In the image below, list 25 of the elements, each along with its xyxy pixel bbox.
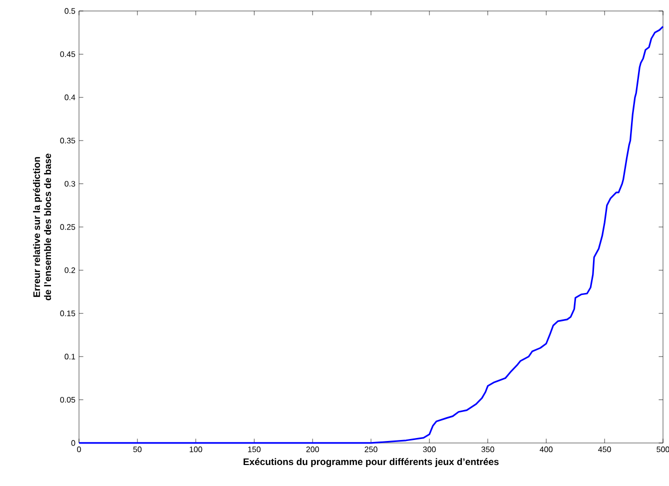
y-tick-label: 0.4 (64, 94, 76, 100)
y-tick-label: 0.25 (60, 224, 76, 230)
x-tick-label: 100 (190, 446, 202, 452)
x-axis-title: Exécutions du programme pour différents jeux d’entrées (244, 458, 499, 468)
x-tick-label: 500 (656, 446, 669, 452)
x-tick-label: 450 (598, 446, 611, 452)
line-series (78, 26, 664, 444)
x-tick-label: 50 (133, 446, 142, 452)
x-tick-label: 0 (77, 446, 81, 452)
x-tick-label: 200 (306, 446, 319, 452)
x-tick-label: 300 (423, 446, 436, 452)
y-axis-title: Erreur relative sur la prédiction de l’ensemble des blocs de base (32, 154, 52, 300)
x-tick-label: 150 (248, 446, 261, 452)
y-tick-label: 0.2 (64, 267, 76, 274)
y-tick-label: 0.3 (64, 180, 76, 187)
x-tick-label: 350 (481, 446, 494, 452)
y-tick-label: 0.15 (60, 310, 76, 316)
y-tick-label: 0.5 (64, 8, 76, 14)
y-tick-label: 0.05 (60, 396, 76, 403)
y-tick-label: 0.1 (64, 354, 76, 360)
x-tick-label: 250 (364, 446, 378, 452)
x-tick-label: 400 (540, 446, 553, 452)
y-tick-label: 0.45 (60, 51, 76, 58)
y-tick-label: 0.35 (60, 138, 76, 144)
y-tick-label: 0 (71, 440, 76, 446)
